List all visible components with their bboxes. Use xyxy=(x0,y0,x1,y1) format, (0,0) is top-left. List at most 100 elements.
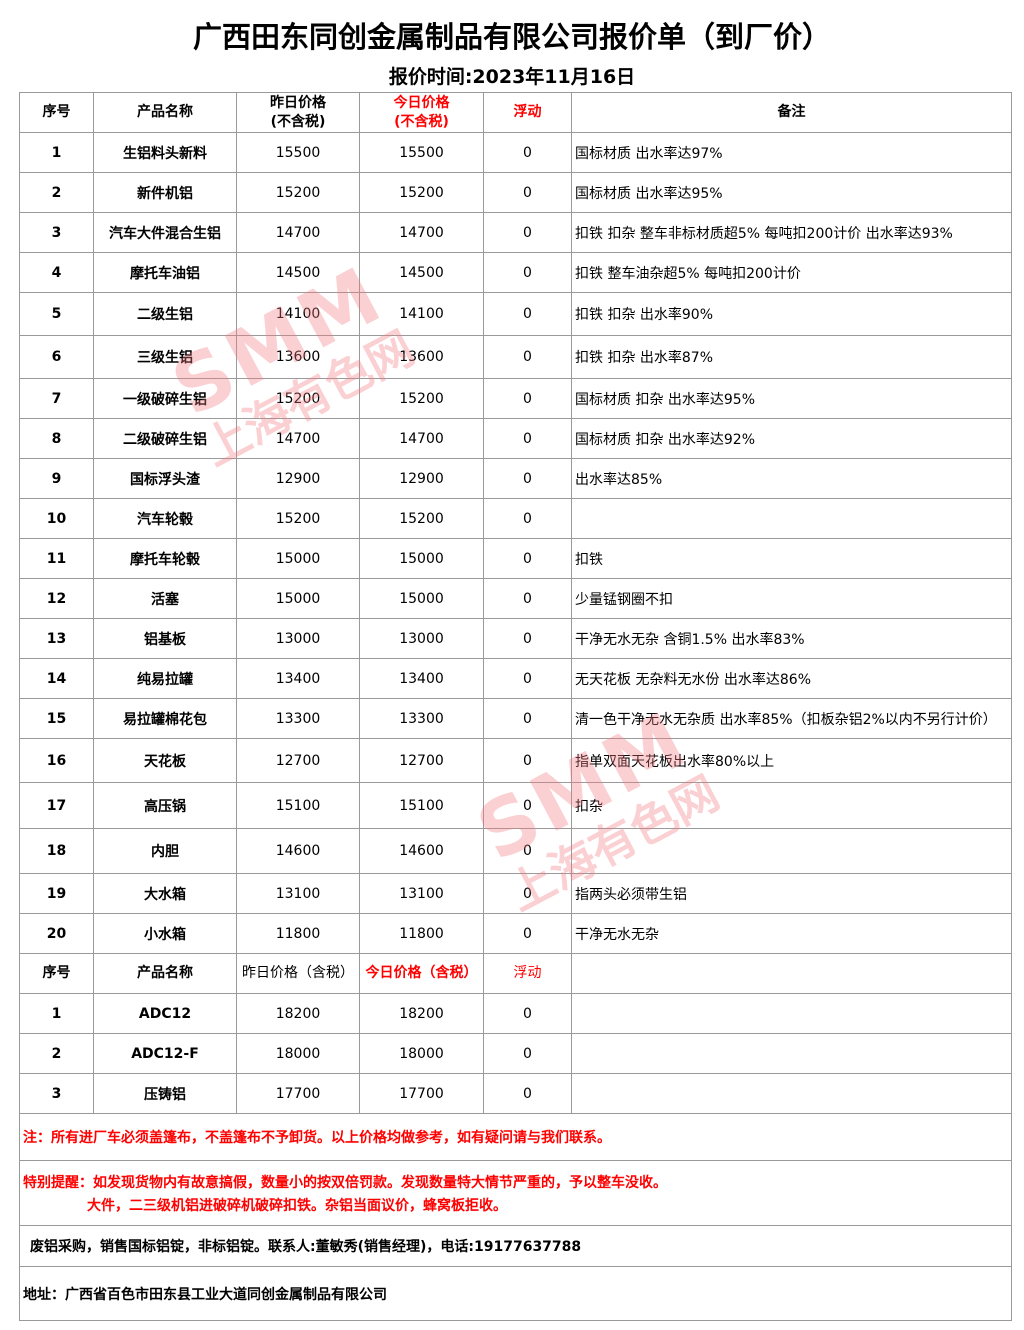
table-row: 3 压铸铝 17700 17700 0 xyxy=(19,1073,1012,1114)
today-price: 18200 xyxy=(359,993,484,1034)
remark: 指两头必须带生铝 xyxy=(571,873,1012,914)
empty-cell xyxy=(571,1033,1012,1074)
product-name: 摩托车轮毂 xyxy=(93,538,237,579)
price-change: 0 xyxy=(483,458,572,499)
yesterday-price: 15100 xyxy=(236,782,360,829)
row-no: 10 xyxy=(19,498,94,539)
price-change: 0 xyxy=(483,828,572,874)
page-title: 广西田东同创金属制品有限公司报价单（到厂价） xyxy=(192,20,831,54)
today-price: 15500 xyxy=(359,132,484,173)
row-no: 3 xyxy=(19,212,94,253)
table-row: 14 纯易拉罐 13400 13400 0 无天花板 无杂料无水份 出水率达86% xyxy=(19,658,1012,699)
today-price: 18000 xyxy=(359,1033,484,1074)
remark: 扣铁 扣杂 出水率87% xyxy=(571,335,1012,379)
today-price: 13300 xyxy=(359,698,484,739)
yesterday-price: 13000 xyxy=(236,618,360,659)
price-change: 0 xyxy=(483,132,572,173)
header-name: 产品名称 xyxy=(93,953,237,994)
price-change: 0 xyxy=(483,1073,572,1114)
product-name: 二级生铝 xyxy=(93,292,237,336)
product-name: 大水箱 xyxy=(93,873,237,914)
yesterday-price: 15000 xyxy=(236,538,360,579)
today-price: 14700 xyxy=(359,418,484,459)
table-row: 6 三级生铝 13600 13600 0 扣铁 扣杂 出水率87% xyxy=(19,335,1012,379)
product-name: 摩托车油铝 xyxy=(93,252,237,293)
row-no: 9 xyxy=(19,458,94,499)
remark: 国标材质 出水率达95% xyxy=(571,172,1012,213)
note: 注：所有进厂车必须盖篷布，不盖篷布不予卸货。以上价格均做参考，如有疑问请与我们联… xyxy=(19,1113,1012,1161)
remark: 扣杂 xyxy=(571,782,1012,829)
remark: 少量锰钢圈不扣 xyxy=(571,578,1012,619)
row-no: 13 xyxy=(19,618,94,659)
today-price: 15100 xyxy=(359,782,484,829)
today-price: 12700 xyxy=(359,738,484,783)
header-remark: 备注 xyxy=(571,92,1012,133)
row-no: 11 xyxy=(19,538,94,579)
row-no: 20 xyxy=(19,913,94,954)
yesterday-price: 15200 xyxy=(236,172,360,213)
row-no: 14 xyxy=(19,658,94,699)
header-name: 产品名称 xyxy=(93,92,237,133)
today-price: 14600 xyxy=(359,828,484,874)
yesterday-price: 15200 xyxy=(236,498,360,539)
yesterday-price: 13400 xyxy=(236,658,360,699)
yesterday-price: 14700 xyxy=(236,418,360,459)
yesterday-price: 13100 xyxy=(236,873,360,914)
remark: 扣铁 xyxy=(571,538,1012,579)
price-change: 0 xyxy=(483,292,572,336)
product-name: 活塞 xyxy=(93,578,237,619)
today-price: 13000 xyxy=(359,618,484,659)
today-price: 12900 xyxy=(359,458,484,499)
empty-cell xyxy=(571,953,1012,994)
yesterday-price: 13300 xyxy=(236,698,360,739)
header-no: 序号 xyxy=(19,953,94,994)
header-change: 浮动 xyxy=(483,953,572,994)
product-name: 压铸铝 xyxy=(93,1073,237,1114)
today-price: 15000 xyxy=(359,538,484,579)
row-no: 6 xyxy=(19,335,94,379)
yesterday-price: 12900 xyxy=(236,458,360,499)
remark: 国标材质 扣杂 出水率达95% xyxy=(571,378,1012,419)
product-name: 易拉罐棉花包 xyxy=(93,698,237,739)
table-row: 12 活塞 15000 15000 0 少量锰钢圈不扣 xyxy=(19,578,1012,619)
table-row: 10 汽车轮毂 15200 15200 0 xyxy=(19,498,1012,539)
yesterday-price: 17700 xyxy=(236,1073,360,1114)
yesterday-price: 15500 xyxy=(236,132,360,173)
price-change: 0 xyxy=(483,1033,572,1074)
yesterday-price: 14700 xyxy=(236,212,360,253)
price-change: 0 xyxy=(483,378,572,419)
price-change: 0 xyxy=(483,578,572,619)
row-no: 19 xyxy=(19,873,94,914)
product-name: 一级破碎生铝 xyxy=(93,378,237,419)
row-no: 15 xyxy=(19,698,94,739)
today-price: 13100 xyxy=(359,873,484,914)
today-price: 13600 xyxy=(359,335,484,379)
product-name: 生铝料头新料 xyxy=(93,132,237,173)
address: 地址：广西省百色市田东县工业大道同创金属制品有限公司 xyxy=(19,1266,1012,1321)
yesterday-price: 15000 xyxy=(236,578,360,619)
table-row: 11 摩托车轮毂 15000 15000 0 扣铁 xyxy=(19,538,1012,579)
remark xyxy=(571,498,1012,539)
table-header-2: 序号 产品名称 昨日价格（含税） 今日价格（含税） 浮动 xyxy=(19,953,1012,994)
empty-cell xyxy=(571,993,1012,1034)
table-row: 5 二级生铝 14100 14100 0 扣铁 扣杂 出水率90% xyxy=(19,292,1012,336)
yesterday-price: 14600 xyxy=(236,828,360,874)
product-name: 国标浮头渣 xyxy=(93,458,237,499)
header-today: 今日价格（含税） xyxy=(359,953,484,994)
today-price: 15200 xyxy=(359,378,484,419)
header-change: 浮动 xyxy=(483,92,572,133)
header-yesterday: 昨日价格（含税） xyxy=(236,953,360,994)
yesterday-price: 12700 xyxy=(236,738,360,783)
price-change: 0 xyxy=(483,698,572,739)
price-change: 0 xyxy=(483,873,572,914)
product-name: 新件机铝 xyxy=(93,172,237,213)
table-row: 16 天花板 12700 12700 0 指单双面天花板出水率80%以上 xyxy=(19,738,1012,783)
price-change: 0 xyxy=(483,335,572,379)
remark: 扣铁 扣杂 整车非标材质超5% 每吨扣200计价 出水率达93% xyxy=(571,212,1012,253)
product-name: ADC12-F xyxy=(93,1033,237,1074)
today-price: 15200 xyxy=(359,172,484,213)
yesterday-price: 14500 xyxy=(236,252,360,293)
remark xyxy=(571,828,1012,874)
product-name: 三级生铝 xyxy=(93,335,237,379)
yesterday-price: 11800 xyxy=(236,913,360,954)
